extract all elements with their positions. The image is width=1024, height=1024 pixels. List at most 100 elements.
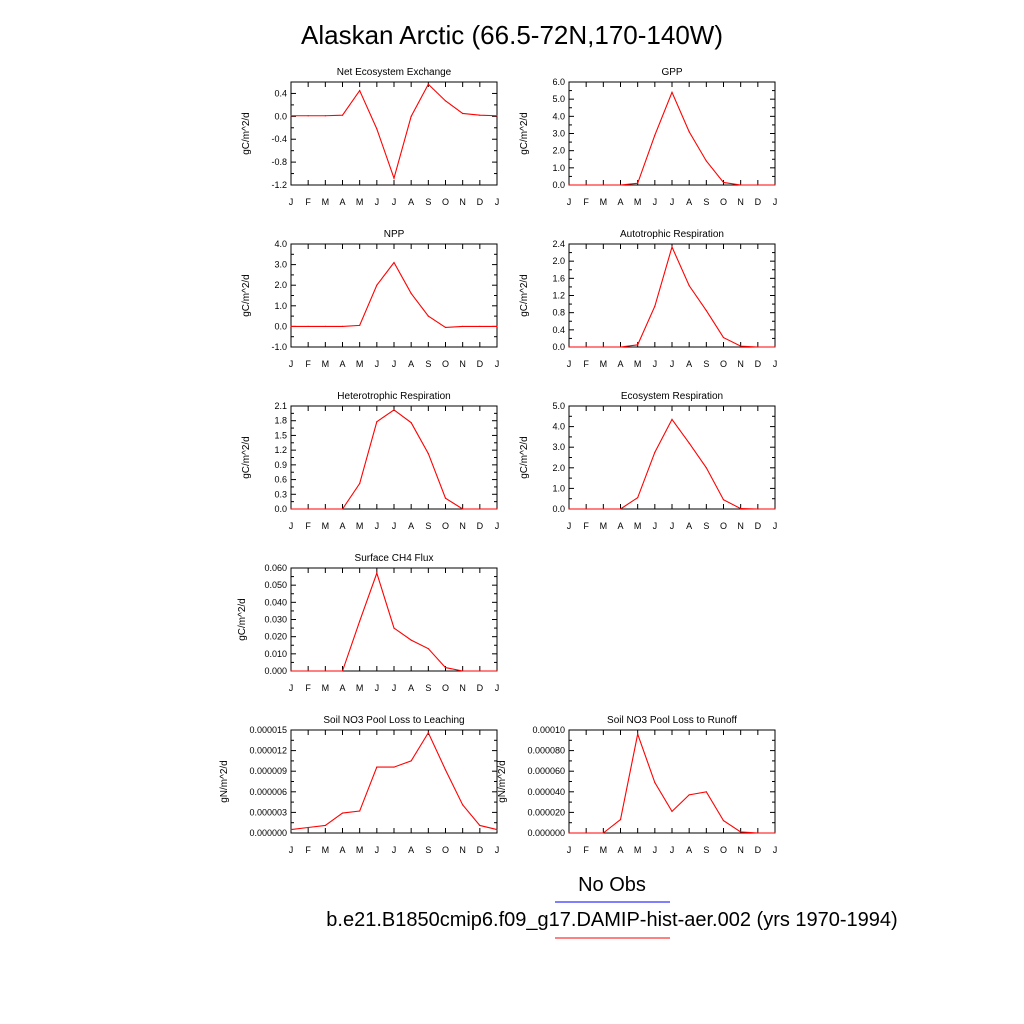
data-point [757, 508, 759, 510]
x-tick-label: J [653, 845, 658, 855]
x-tick-label: J [670, 845, 675, 855]
data-point [359, 324, 361, 326]
x-tick-label: M [634, 359, 642, 369]
series-line-autotrophic-respiration [569, 245, 775, 348]
x-tick-label: J [392, 845, 397, 855]
data-point [427, 648, 429, 650]
y-tick-label: 1.2 [274, 445, 287, 455]
x-tick-label: N [459, 359, 466, 369]
data-point [444, 326, 447, 329]
data-point [341, 812, 344, 814]
x-tick-label: J [375, 845, 380, 855]
x-tick-label: F [583, 521, 589, 531]
data-point [705, 160, 707, 162]
data-point [568, 346, 570, 348]
data-point [462, 670, 464, 672]
data-point [757, 832, 759, 834]
y-tick-label: 3.0 [552, 129, 565, 139]
x-tick-label: J [653, 197, 658, 207]
y-axis-label: gC/m^2/d [519, 436, 530, 479]
data-point [427, 83, 429, 85]
x-tick-label: J [375, 521, 380, 531]
y-tick-label: 2.4 [552, 239, 565, 249]
y-tick-label: 0.000 [264, 666, 287, 676]
x-tick-label: N [459, 683, 466, 693]
x-tick-label: D [755, 521, 762, 531]
panel-title: Heterotrophic Respiration [337, 391, 450, 402]
x-tick-label: S [703, 359, 709, 369]
x-tick-label: F [305, 197, 311, 207]
y-tick-label: 2.1 [274, 401, 287, 411]
y-tick-label: 1.5 [274, 430, 287, 440]
y-tick-label: -1.0 [271, 342, 287, 352]
data-point [462, 325, 464, 327]
y-tick-label: 0.0 [552, 342, 565, 352]
y-tick-label: 2.0 [552, 146, 565, 156]
x-tick-label: S [425, 197, 431, 207]
panel-title: Net Ecosystem Exchange [337, 67, 452, 78]
data-point [722, 336, 725, 339]
series-line-net-ecosystem-exchange [291, 83, 498, 180]
data-point [479, 114, 481, 116]
plot-frame [568, 729, 776, 834]
data-point [585, 346, 587, 348]
x-tick-label: J [670, 197, 675, 207]
data-point [410, 422, 412, 424]
y-axis-label: gC/m^2/d [519, 112, 530, 155]
y-tick-label: 1.2 [552, 291, 565, 301]
y-tick-label: 0.060 [264, 563, 287, 573]
y-tick-label: 0.9 [274, 460, 287, 470]
data-point [307, 670, 309, 672]
y-tick-label: 0.000003 [249, 807, 287, 817]
x-tick-label: J [289, 845, 294, 855]
data-point [496, 115, 498, 117]
x-tick-label: J [375, 197, 380, 207]
data-point [393, 409, 395, 411]
data-point [740, 507, 742, 510]
x-tick-label: S [425, 845, 431, 855]
data-point [462, 112, 464, 115]
data-point [290, 325, 292, 327]
y-tick-label: 4.0 [552, 422, 565, 432]
series-line-soil-no3-pool-loss-to-leaching [290, 731, 498, 831]
data-point [324, 508, 326, 510]
plot-frame [290, 567, 498, 672]
y-axis-label: gC/m^2/d [241, 112, 252, 155]
x-tick-label: F [583, 197, 589, 207]
x-tick-label: J [495, 521, 500, 531]
data-point [341, 325, 344, 327]
plot-frame [290, 405, 498, 510]
data-point [496, 325, 498, 327]
x-tick-label: J [773, 197, 778, 207]
y-tick-label: 0.0 [552, 504, 565, 514]
panel-heterotrophic-respiration: Heterotrophic Respiration gC/m^2/d 0.0 0.3 0… [241, 391, 499, 531]
x-tick-label: J [567, 359, 572, 369]
legend-obs-label: No Obs [578, 874, 646, 896]
x-tick-label: A [686, 521, 692, 531]
x-tick-label: O [442, 521, 449, 531]
x-tick-label: A [408, 197, 414, 207]
data-point [496, 828, 498, 831]
x-tick-label: F [583, 359, 589, 369]
x-tick-label: J [392, 683, 397, 693]
x-tick-label: J [289, 683, 294, 693]
data-point [324, 115, 326, 117]
x-tick-label: O [442, 845, 449, 855]
data-point [393, 627, 395, 629]
x-tick-label: S [703, 845, 709, 855]
x-tick-label: O [720, 521, 727, 531]
x-tick-label: M [634, 197, 642, 207]
y-axis-label: gC/m^2/d [241, 436, 252, 479]
data-point [637, 182, 639, 184]
x-tick-label: M [356, 521, 364, 531]
x-tick-label: F [305, 521, 311, 531]
data-point [619, 184, 622, 186]
data-point [688, 794, 690, 796]
y-tick-label: 3.0 [274, 260, 287, 270]
y-tick-label: 1.8 [274, 416, 287, 426]
y-tick-label: -0.8 [271, 157, 287, 167]
x-tick-label: J [375, 359, 380, 369]
x-tick-label: N [737, 359, 744, 369]
data-point [359, 620, 361, 622]
x-tick-label: S [425, 359, 431, 369]
